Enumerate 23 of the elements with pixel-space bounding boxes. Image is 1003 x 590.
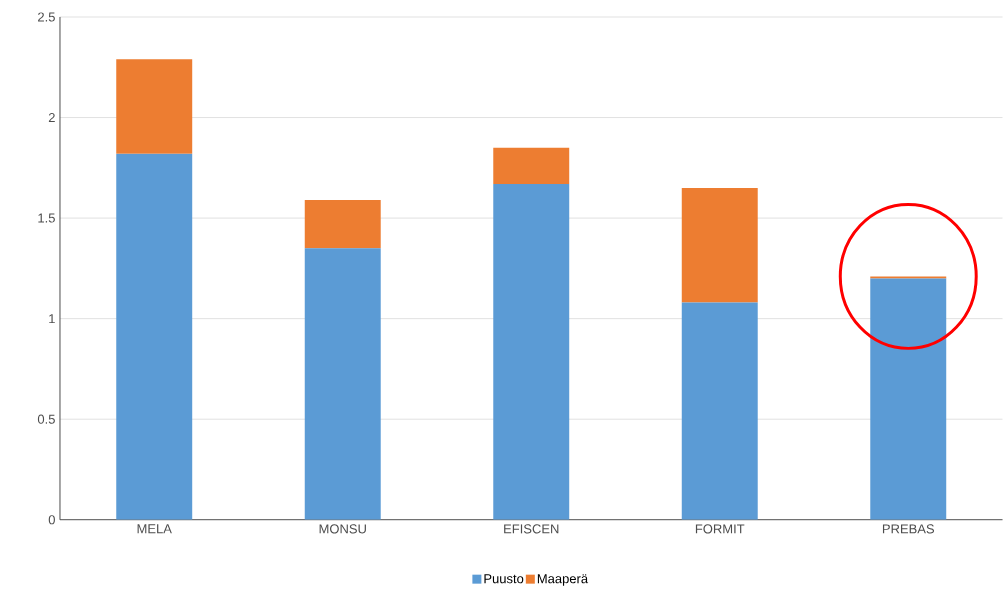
x-tick-label: MELA xyxy=(137,524,172,534)
y-tick-label: 2 xyxy=(48,113,55,123)
bar xyxy=(304,200,381,249)
y-tick-label: 0.5 xyxy=(37,414,55,424)
y-tick-label: 0 xyxy=(48,515,55,525)
bar xyxy=(870,278,947,520)
x-tick-label: PREBAS xyxy=(882,524,935,534)
bar xyxy=(116,59,193,154)
bar xyxy=(116,153,193,520)
bar xyxy=(304,248,381,520)
legend-label: Puusto xyxy=(484,574,524,584)
bar xyxy=(681,188,758,303)
y-tick-label: 1.5 xyxy=(38,213,55,223)
bar xyxy=(493,184,570,520)
bar xyxy=(681,302,758,520)
x-tick-label: FORMIT xyxy=(695,524,745,534)
y-tick-label: 1 xyxy=(49,314,55,324)
bar xyxy=(493,147,570,185)
x-tick-label: EFISCEN xyxy=(504,524,559,534)
legend-label: Maaperä xyxy=(537,574,589,586)
x-tick-label: MONSU xyxy=(319,524,366,534)
bar xyxy=(870,276,947,279)
y-tick-label: 2.5 xyxy=(38,12,55,22)
